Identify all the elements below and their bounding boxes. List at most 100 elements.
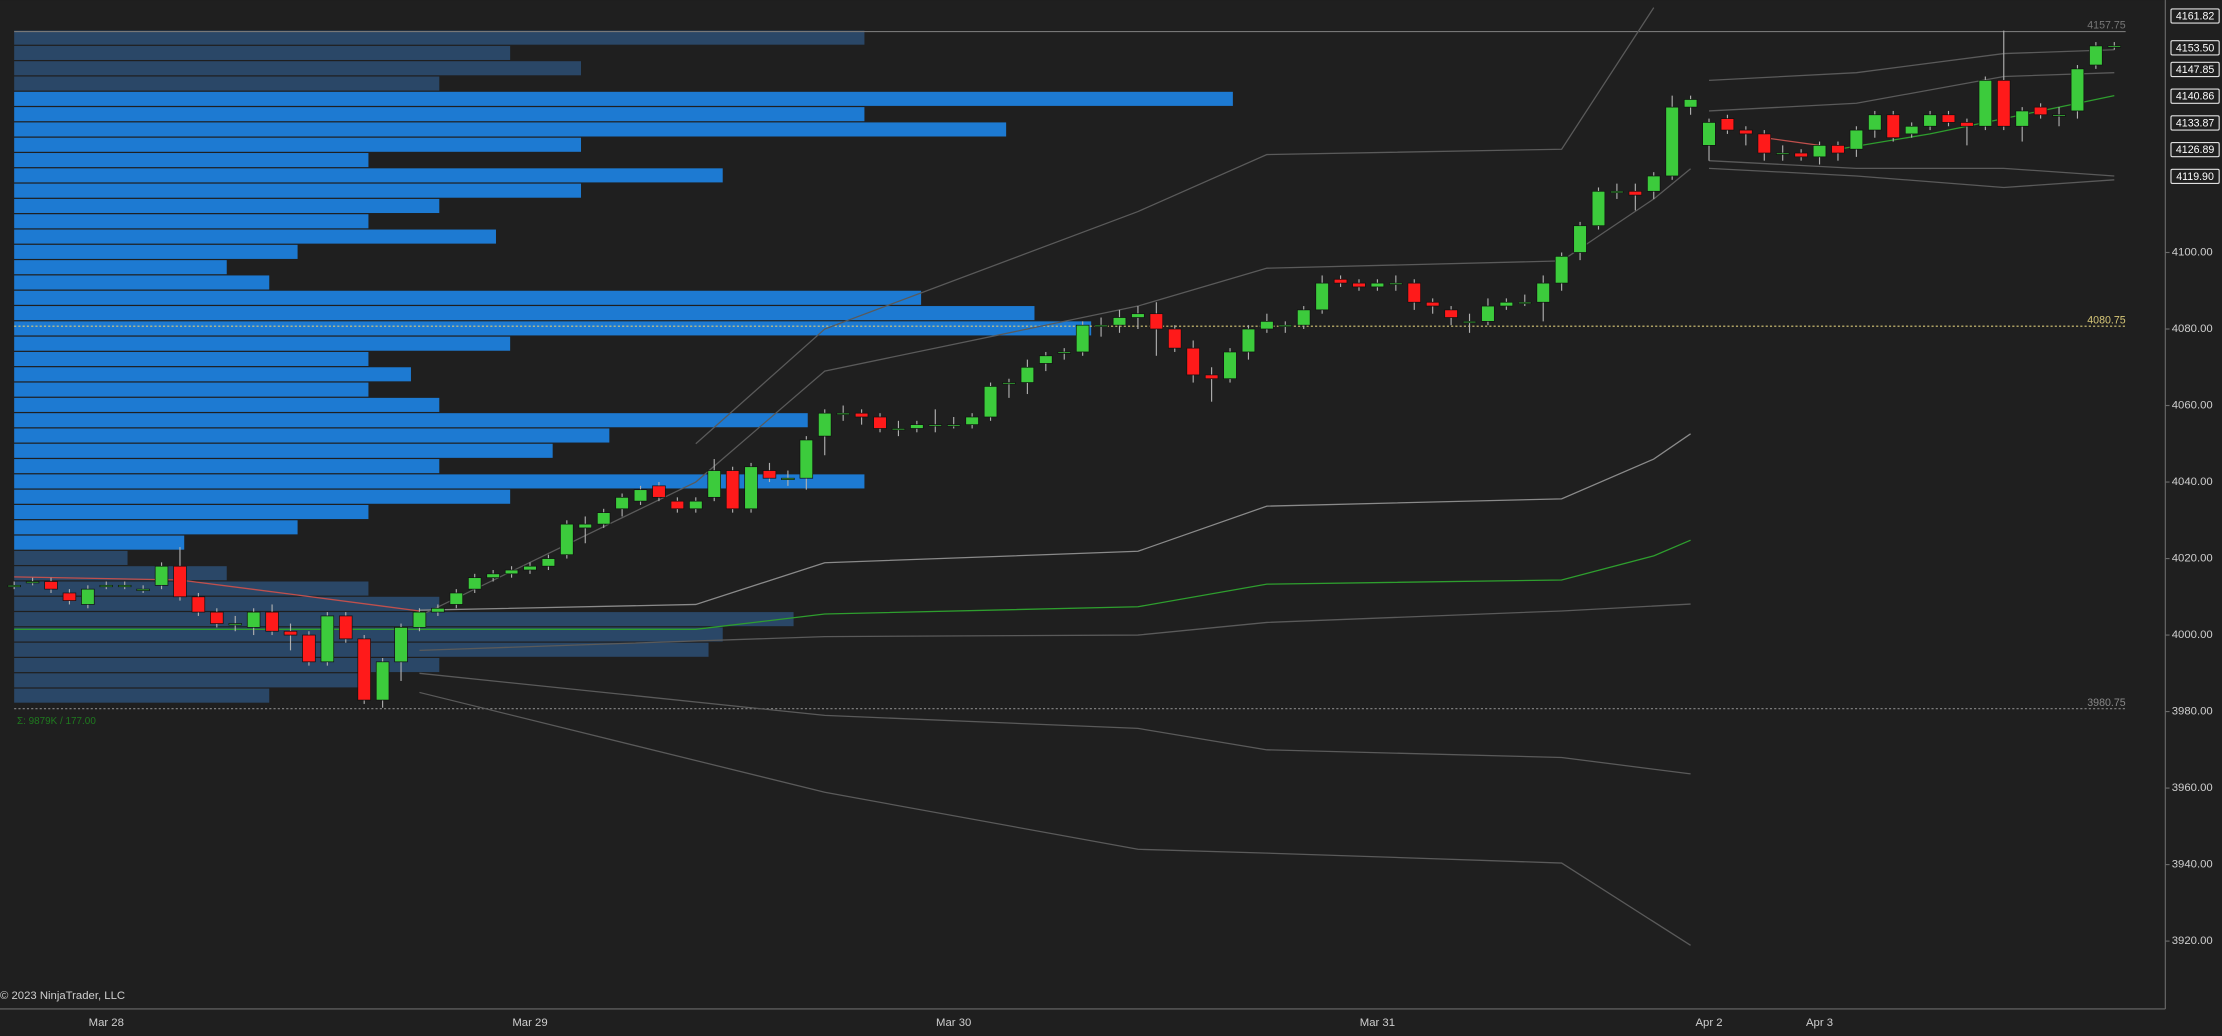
candle-body — [1481, 305, 1495, 322]
candle-body — [449, 592, 464, 605]
y-tick-label: 3940.00 — [2172, 859, 2213, 871]
candle-body — [1941, 114, 1956, 123]
profile-bar — [14, 658, 440, 673]
price-level-label: 3980.75 — [2087, 697, 2125, 709]
profile-bar — [14, 489, 511, 504]
profile-bar — [14, 612, 794, 627]
candle-body — [99, 584, 114, 588]
profile-bar — [14, 459, 440, 474]
candle-body — [1739, 129, 1753, 135]
profile-bar — [14, 382, 369, 397]
profile-bar — [14, 596, 440, 611]
candle-body — [1223, 351, 1237, 380]
profile-bar — [14, 443, 553, 458]
candle-body — [375, 661, 390, 701]
candle-body — [1296, 309, 1311, 326]
candle-body — [652, 485, 666, 498]
profile-bar — [14, 198, 440, 214]
profile-bar — [14, 474, 865, 489]
profile-bar — [14, 153, 369, 168]
candle-body — [62, 592, 77, 601]
y-tick-label: 4100.00 — [2172, 246, 2213, 258]
candle-body — [873, 416, 887, 429]
candle-body — [744, 466, 758, 510]
y-tick-label: 4060.00 — [2172, 400, 2213, 412]
price-marker — [2170, 168, 2220, 185]
candle-body — [1923, 114, 1937, 127]
price-marker — [2170, 40, 2220, 56]
candle-body — [81, 588, 95, 605]
candle-body — [228, 623, 242, 626]
profile-bar — [14, 122, 1007, 137]
candle-body — [707, 470, 721, 498]
candle-body — [1333, 278, 1348, 284]
candle-body — [394, 627, 408, 663]
profile-bar — [14, 137, 582, 152]
band-line — [419, 672, 1691, 775]
candle-body — [7, 584, 21, 588]
candle-body — [302, 634, 316, 663]
price-marker — [2170, 61, 2220, 78]
band-line — [419, 433, 1691, 611]
candle-body — [339, 615, 353, 640]
candle-body — [615, 496, 629, 510]
candle-body — [1204, 374, 1219, 380]
candle-body — [1960, 122, 1974, 127]
profile-bar — [14, 91, 1233, 106]
price-level-label: 4080.75 — [2087, 314, 2125, 326]
band-line — [14, 576, 420, 612]
band-line — [1708, 160, 2115, 177]
profile-bar — [14, 688, 270, 703]
candle-body — [891, 428, 906, 431]
profile-bar — [14, 229, 496, 244]
candle-body — [1757, 133, 1772, 154]
candle-body — [1462, 321, 1477, 324]
candle-body — [689, 500, 703, 510]
profile-bar — [14, 428, 610, 443]
candle-body — [1628, 190, 1643, 196]
candle-body — [541, 558, 556, 567]
candle-body — [910, 424, 924, 429]
copyright: © 2023 NinjaTrader, LLC — [0, 990, 125, 1002]
profile-bar — [14, 673, 369, 688]
candle-body — [560, 523, 574, 556]
candle-body — [965, 416, 979, 426]
price-marker — [2170, 8, 2220, 24]
candle-body — [1518, 301, 1532, 304]
profile-bar — [14, 76, 440, 91]
candle-body — [946, 424, 961, 427]
profile-bar — [14, 244, 298, 259]
candle-body — [1075, 324, 1090, 353]
candle-body — [1278, 324, 1293, 327]
price-marker — [2170, 141, 2220, 158]
candle-body — [1407, 282, 1421, 303]
candle-body — [154, 565, 169, 586]
candle-body — [25, 581, 40, 584]
profile-bar — [14, 520, 298, 535]
profile-bar — [14, 214, 369, 229]
x-tick-label: Mar 31 — [1360, 1017, 1395, 1029]
candle-body — [283, 630, 298, 636]
profile-bar — [14, 183, 582, 198]
candle-body — [1775, 152, 1790, 155]
candle-body — [818, 412, 832, 437]
candle-body — [1002, 382, 1016, 385]
candle-body — [1683, 99, 1698, 108]
candle-body — [1665, 106, 1679, 177]
y-tick-label: 4080.00 — [2172, 323, 2213, 335]
profile-bar — [14, 336, 511, 351]
profile-bar — [14, 30, 865, 45]
y-tick-label: 4040.00 — [2172, 476, 2213, 488]
band-line — [1708, 72, 2115, 112]
x-tick-label: Apr 3 — [1806, 1017, 1833, 1029]
price-marker-label: 4161.82 — [2176, 11, 2214, 23]
candle-body — [117, 584, 132, 588]
candle-body — [412, 611, 427, 628]
profile-bar — [14, 306, 1035, 321]
candle-body — [2070, 68, 2085, 112]
candle-body — [486, 573, 500, 579]
candle-body — [670, 500, 685, 510]
profile-bar — [14, 367, 411, 382]
